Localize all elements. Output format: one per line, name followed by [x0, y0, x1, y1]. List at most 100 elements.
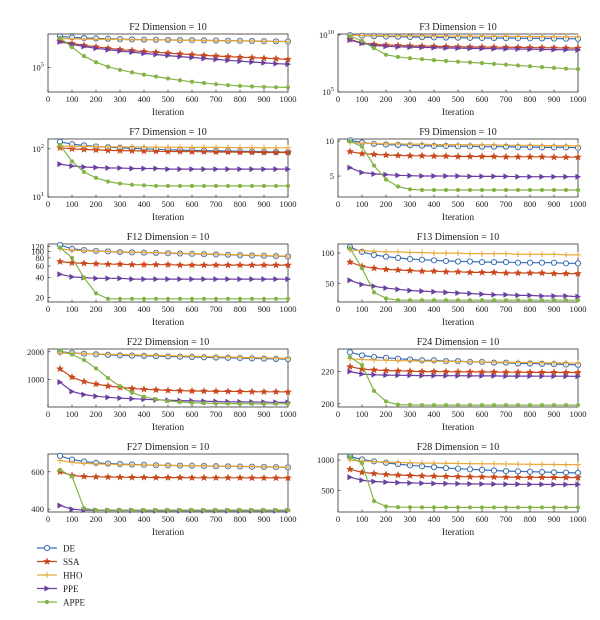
- data-point-appe: [273, 508, 279, 513]
- x-tick-label: 1000: [280, 304, 297, 314]
- data-point-appe: [165, 398, 171, 404]
- data-point-ssa: [430, 471, 438, 480]
- data-point-ppe: [225, 166, 231, 173]
- data-point-ssa: [236, 148, 244, 156]
- data-point-ssa: [514, 368, 522, 376]
- y-tick-label: 105: [322, 86, 334, 97]
- data-point-appe: [563, 402, 569, 408]
- data-point-ppe: [527, 292, 533, 299]
- data-point-ssa: [466, 367, 474, 376]
- data-point-hho: [225, 354, 231, 361]
- data-point-ssa: [224, 387, 232, 395]
- data-point-hho: [419, 249, 425, 256]
- data-point-hho: [141, 144, 147, 151]
- data-point-appe: [407, 298, 413, 303]
- data-point-hho: [93, 460, 99, 467]
- data-point-ppe: [455, 480, 461, 487]
- data-point-ppe: [563, 292, 569, 299]
- data-point-appe: [249, 401, 255, 406]
- data-point-appe: [165, 76, 171, 81]
- data-point-hho: [225, 37, 231, 44]
- data-point-ssa: [490, 152, 498, 160]
- data-point-ppe: [551, 373, 557, 380]
- data-point-hho: [201, 250, 207, 257]
- data-point-hho: [177, 144, 183, 151]
- data-point-appe: [117, 384, 123, 389]
- data-point-appe: [443, 58, 449, 64]
- data-point-ppe: [563, 46, 569, 53]
- data-point-ssa: [454, 472, 462, 480]
- data-point-appe: [69, 352, 75, 357]
- y-tick-label: 100: [31, 246, 44, 256]
- data-point-ssa: [212, 147, 220, 156]
- data-point-ssa: [200, 473, 208, 482]
- x-tick-label: 900: [258, 199, 271, 209]
- data-point-hho: [153, 36, 159, 43]
- data-point-ppe: [563, 173, 569, 180]
- x-tick-label: 500: [162, 94, 175, 104]
- data-point-appe: [347, 33, 353, 39]
- data-point-hho: [407, 32, 413, 39]
- data-point-hho: [249, 144, 255, 151]
- data-point-hho: [225, 144, 231, 151]
- data-point-ssa: [92, 379, 100, 388]
- data-point-ssa: [442, 267, 450, 276]
- data-point-ssa: [442, 367, 450, 376]
- x-tick-label: 200: [380, 409, 393, 419]
- data-point-appe: [177, 183, 183, 188]
- data-point-appe: [359, 266, 365, 271]
- data-point-ssa: [370, 469, 378, 477]
- data-point-ppe: [443, 372, 449, 379]
- data-point-ppe: [129, 165, 135, 172]
- series-line-appe: [349, 35, 579, 70]
- data-point-hho: [153, 462, 159, 469]
- x-tick-label: 700: [500, 304, 513, 314]
- x-tick-label: 0: [336, 409, 340, 419]
- x-tick-label: 300: [114, 94, 127, 104]
- data-point-appe: [273, 296, 279, 301]
- data-point-ppe: [141, 165, 147, 172]
- data-point-appe: [347, 138, 353, 144]
- data-point-hho: [225, 251, 231, 258]
- data-point-ssa: [574, 473, 582, 481]
- data-point-appe: [515, 63, 521, 68]
- data-point-hho: [563, 142, 569, 149]
- data-point-ppe: [237, 166, 243, 173]
- data-point-appe: [237, 183, 243, 188]
- data-point-appe: [431, 58, 437, 63]
- x-axis-label: Iteration: [152, 528, 184, 538]
- data-point-ppe: [419, 372, 425, 379]
- data-point-appe: [93, 366, 99, 371]
- x-tick-label: 0: [336, 94, 340, 104]
- data-point-appe: [467, 298, 473, 303]
- data-point-appe: [371, 163, 377, 168]
- data-point-appe: [419, 187, 425, 193]
- data-point-hho: [431, 358, 437, 365]
- y-tick-label: 80: [36, 253, 45, 263]
- data-point-appe: [383, 52, 389, 57]
- data-point-ppe: [249, 276, 255, 283]
- data-point-hho: [431, 460, 437, 467]
- data-point-ppe: [431, 480, 437, 487]
- data-point-appe: [177, 296, 183, 301]
- x-tick-label: 400: [428, 409, 441, 419]
- data-point-ssa: [104, 381, 112, 390]
- x-tick-label: 400: [138, 94, 151, 104]
- x-tick-label: 200: [380, 94, 393, 104]
- panel-title: F12 Dimension = 10: [127, 232, 210, 243]
- data-point-appe: [237, 508, 243, 513]
- data-point-hho: [273, 355, 279, 362]
- data-point-ppe: [93, 275, 99, 282]
- data-point-ssa: [466, 472, 474, 481]
- data-point-appe: [177, 78, 183, 83]
- data-point-ppe: [407, 372, 413, 379]
- data-point-hho: [407, 249, 413, 256]
- y-tick-label: 5: [330, 171, 334, 181]
- x-tick-label: 400: [138, 199, 151, 209]
- data-point-ppe: [395, 43, 401, 50]
- data-point-hho: [129, 36, 135, 43]
- data-point-ppe: [371, 478, 377, 485]
- x-tick-label: 600: [186, 514, 199, 524]
- x-tick-label: 1000: [570, 94, 587, 104]
